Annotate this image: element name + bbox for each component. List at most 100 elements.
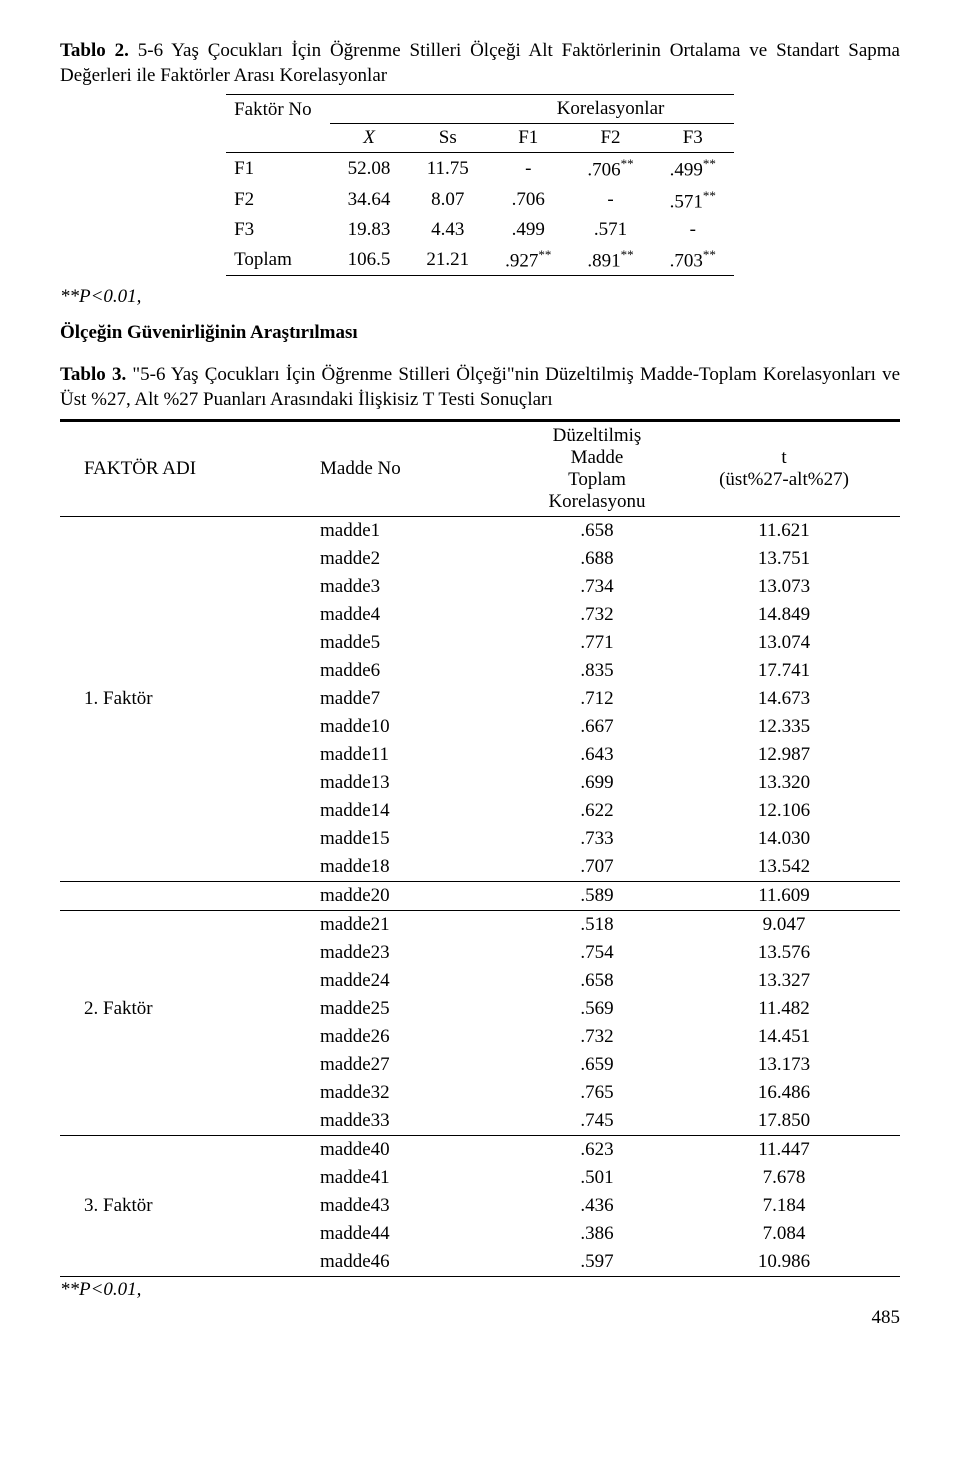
- table3-corr-cell: .659: [526, 1051, 668, 1079]
- table3-t-cell: 13.073: [668, 573, 900, 601]
- table3-col-madde: Madde No: [280, 420, 526, 516]
- table2-cell: 34.64: [330, 185, 409, 216]
- table3-madde-cell: madde11: [280, 741, 526, 769]
- table3-row: madde44.3867.084: [60, 1220, 900, 1248]
- table3-corr-cell: .707: [526, 853, 668, 882]
- table3-row: madde46.59710.986: [60, 1248, 900, 1277]
- table3-faktor-cell: [60, 1023, 280, 1051]
- table3-t-cell: 9.047: [668, 910, 900, 939]
- table2-cell: -: [652, 216, 734, 244]
- table3-faktor-cell: [60, 741, 280, 769]
- table3-madde-cell: madde2: [280, 545, 526, 573]
- table3-row: madde21.5189.047: [60, 910, 900, 939]
- table3-corr-cell: .699: [526, 769, 668, 797]
- table2-row: F319.834.43.499.571-: [226, 216, 734, 244]
- table2-col-f2: F2: [569, 124, 651, 153]
- table3-row: madde41.5017.678: [60, 1164, 900, 1192]
- table3-madde-cell: madde40: [280, 1135, 526, 1164]
- table3-col-t: t (üst%27-alt%27): [668, 420, 900, 516]
- table3-madde-cell: madde21: [280, 910, 526, 939]
- table2-cell: 52.08: [330, 153, 409, 185]
- table3-faktor-cell: [60, 545, 280, 573]
- table3-row: madde1.65811.621: [60, 516, 900, 545]
- table3-corr-cell: .589: [526, 881, 668, 910]
- table3-faktor-cell: [60, 939, 280, 967]
- table3-corr-cell: .518: [526, 910, 668, 939]
- table2-cell: .706**: [569, 153, 651, 185]
- table3-row: madde4.73214.849: [60, 601, 900, 629]
- table3-row: madde5.77113.074: [60, 629, 900, 657]
- table3-madde-cell: madde32: [280, 1079, 526, 1107]
- table2-col-ss: Ss: [408, 124, 487, 153]
- table2-cell: 106.5: [330, 244, 409, 276]
- table3-madde-cell: madde46: [280, 1248, 526, 1277]
- table3-corr-cell: .732: [526, 1023, 668, 1051]
- table3-t-cell: 14.451: [668, 1023, 900, 1051]
- table3-corr-cell: .386: [526, 1220, 668, 1248]
- table3-faktor-cell: [60, 825, 280, 853]
- table3-corr-cell: .643: [526, 741, 668, 769]
- table2: Faktör No Korelasyonlar X Ss F1 F2 F3 F1…: [226, 94, 734, 276]
- table3-madde-cell: madde7: [280, 685, 526, 713]
- table3-row: madde10.66712.335: [60, 713, 900, 741]
- table3-faktor-cell: 3. Faktör: [60, 1192, 280, 1220]
- table3-madde-cell: madde43: [280, 1192, 526, 1220]
- table3-faktor-cell: 1. Faktör: [60, 685, 280, 713]
- table3-t-cell: 13.327: [668, 967, 900, 995]
- table3-t-cell: 10.986: [668, 1248, 900, 1277]
- table3-t-cell: 13.576: [668, 939, 900, 967]
- table3-faktor-cell: [60, 573, 280, 601]
- table3-faktor-cell: [60, 1135, 280, 1164]
- table3-col-corr: Düzeltilmiş Madde Toplam Korelasyonu: [526, 420, 668, 516]
- table2-cell: 4.43: [408, 216, 487, 244]
- table3-t-cell: 14.849: [668, 601, 900, 629]
- table3-corr-cell: .688: [526, 545, 668, 573]
- table3-corr-cell: .765: [526, 1079, 668, 1107]
- table3-faktor-cell: [60, 1164, 280, 1192]
- table3-madde-cell: madde3: [280, 573, 526, 601]
- table3-t-cell: 13.320: [668, 769, 900, 797]
- table3-madde-cell: madde18: [280, 853, 526, 882]
- table2-cell: .571**: [652, 185, 734, 216]
- table3-faktor-cell: [60, 797, 280, 825]
- table3-t-cell: 12.335: [668, 713, 900, 741]
- table3-row: madde13.69913.320: [60, 769, 900, 797]
- table3-row: madde6.83517.741: [60, 657, 900, 685]
- table3-faktor-cell: 2. Faktör: [60, 995, 280, 1023]
- table2-row: F152.0811.75-.706**.499**: [226, 153, 734, 185]
- table2-row: Toplam106.521.21.927**.891**.703**: [226, 244, 734, 276]
- table2-cell: .706: [487, 185, 569, 216]
- table3-faktor-cell: [60, 881, 280, 910]
- table3-row: madde23.75413.576: [60, 939, 900, 967]
- p-note-2: **P<0.01,: [60, 1279, 900, 1301]
- table3-corr-cell: .745: [526, 1107, 668, 1136]
- table2-header-faktor: Faktör No: [226, 95, 330, 124]
- table2-cell: .571: [569, 216, 651, 244]
- table3-madde-cell: madde10: [280, 713, 526, 741]
- table3-t-cell: 7.184: [668, 1192, 900, 1220]
- table3-madde-cell: madde15: [280, 825, 526, 853]
- table3-madde-cell: madde24: [280, 967, 526, 995]
- section-heading: Ölçeğin Güvenirliğinin Araştırılması: [60, 322, 900, 344]
- table2-cell: 19.83: [330, 216, 409, 244]
- table3-row: madde20.58911.609: [60, 881, 900, 910]
- table3-faktor-cell: [60, 1051, 280, 1079]
- table3-corr-cell: .667: [526, 713, 668, 741]
- table3-faktor-cell: [60, 769, 280, 797]
- table2-caption: Tablo 2. 5-6 Yaş Çocukları İçin Öğrenme …: [60, 39, 900, 88]
- table3-madde-cell: madde27: [280, 1051, 526, 1079]
- table3-madde-cell: madde41: [280, 1164, 526, 1192]
- table3: FAKTÖR ADI Madde No Düzeltilmiş Madde To…: [60, 419, 900, 1277]
- table3-madde-cell: madde6: [280, 657, 526, 685]
- table3-madde-cell: madde26: [280, 1023, 526, 1051]
- table2-cell: F1: [226, 153, 330, 185]
- table3-row: madde11.64312.987: [60, 741, 900, 769]
- table2-cell: .703**: [652, 244, 734, 276]
- table3-row: madde3.73413.073: [60, 573, 900, 601]
- table3-row: 2. Faktörmadde25.56911.482: [60, 995, 900, 1023]
- table3-corr-cell: .732: [526, 601, 668, 629]
- table3-t-cell: 17.741: [668, 657, 900, 685]
- table3-col-faktor: FAKTÖR ADI: [60, 420, 280, 516]
- table3-row: madde14.62212.106: [60, 797, 900, 825]
- table3-faktor-cell: [60, 629, 280, 657]
